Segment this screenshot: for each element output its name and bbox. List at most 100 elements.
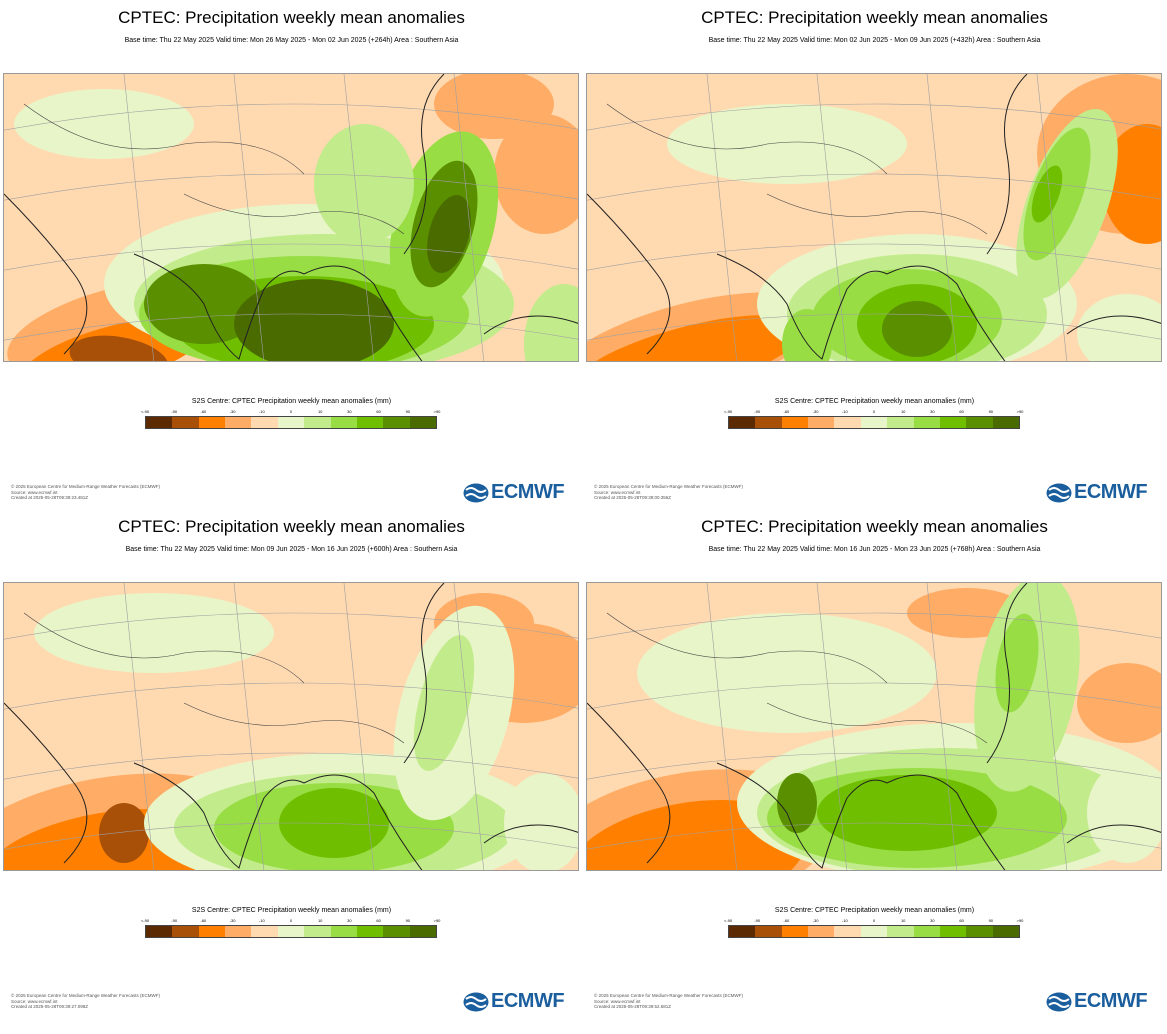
colorbar-swatch	[913, 417, 940, 428]
coastline	[303, 265, 423, 361]
copyright-footer: © 2025 European Centre for Medium-Range …	[11, 484, 160, 501]
panel-title: CPTEC: Precipitation weekly mean anomali…	[701, 8, 1048, 27]
colorbar-tick-label: 0	[289, 918, 293, 923]
country-border	[606, 612, 888, 684]
footer-line: Created at 2025-05-28T09:39:52.681Z	[594, 1004, 672, 1009]
colorbar-title: S2S Centre: CPTEC Precipitation weekly m…	[774, 398, 975, 405]
colorbar-tick-label: 60	[959, 409, 964, 414]
country-border	[183, 702, 405, 744]
colorbar-tick-label: -10	[258, 918, 265, 923]
colorbar-tick-label: 60	[959, 918, 964, 923]
anomaly-region	[34, 593, 274, 673]
anomaly-region	[234, 279, 394, 361]
colorbar-ticks: <-90 -90 -60 -30 -10 0 10 30 60 90 >90	[724, 918, 1023, 925]
colorbar-tick-label: 30	[347, 409, 352, 414]
country-border	[183, 193, 405, 235]
ecmwf-logo-icon	[463, 992, 489, 1011]
anomaly-region	[587, 315, 804, 361]
colorbar	[728, 925, 1020, 938]
colorbar-swatch	[225, 417, 252, 428]
ecmwf-logo-icon	[1046, 992, 1072, 1011]
footer-line: © 2025 European Centre for Medium-Range …	[11, 993, 161, 998]
colorbar-swatch	[198, 417, 226, 428]
country-border	[766, 702, 988, 744]
ecmwf-logo: ECMWF	[463, 481, 565, 503]
colorbar-swatch	[808, 926, 835, 937]
coastline	[133, 253, 305, 360]
colorbar-tick-label: -10	[258, 409, 265, 414]
colorbar-tick-label: 60	[376, 409, 381, 414]
anomaly-region	[494, 114, 578, 234]
colorbar-swatch	[992, 926, 1019, 937]
coastline	[716, 253, 888, 360]
colorbar-swatch	[225, 926, 252, 937]
country-border	[766, 193, 988, 235]
colorbar-swatch	[755, 417, 782, 428]
colorbar-swatch	[198, 926, 226, 937]
coastline	[1066, 315, 1161, 335]
graticule-line	[587, 612, 1161, 640]
graticule-line	[706, 583, 738, 870]
colorbar	[145, 416, 437, 429]
copyright-footer: © 2025 European Centre for Medium-Range …	[594, 484, 743, 501]
map-canvas	[587, 74, 1161, 361]
coastline	[4, 702, 88, 864]
colorbar-swatch	[277, 926, 305, 937]
anomaly-region	[637, 613, 937, 733]
footer-line: Source: www.ecmwf.int	[11, 998, 58, 1004]
colorbar-tick-label: <-90	[723, 409, 733, 414]
colorbar-tick-label: -90	[754, 409, 761, 414]
anomaly-map	[3, 73, 579, 362]
footer-line: Created at 2025-05-28T09:39:23.481Z	[11, 495, 89, 500]
graticule-line	[123, 74, 155, 361]
coastline	[587, 193, 671, 355]
panel-title: CPTEC: Precipitation weekly mean anomali…	[118, 517, 465, 536]
colorbar-swatch	[781, 417, 809, 428]
colorbar-tick-label: <-90	[140, 918, 150, 923]
forecast-panel: CPTEC: Precipitation weekly mean anomali…	[0, 509, 583, 1018]
colorbar-swatch	[834, 926, 861, 937]
graticule-line	[587, 752, 1161, 780]
panel-subtitle: Base time: Thu 22 May 2025 Valid time: M…	[708, 37, 1041, 44]
anomaly-map	[3, 582, 579, 871]
anomaly-region	[587, 799, 806, 870]
anomaly-region	[1031, 165, 1063, 223]
logo-text: ECMWF	[1074, 990, 1148, 1012]
graticule-line	[816, 583, 848, 870]
footer-line: Created at 2025-05-28T09:39:27.098Z	[11, 1004, 89, 1009]
colorbar-swatch	[913, 926, 940, 937]
coastline	[886, 265, 1006, 361]
anomaly-region	[504, 773, 578, 870]
colorbar-tick-label: 10	[317, 918, 323, 923]
footer-line: Source: www.ecmwf.int	[594, 489, 641, 495]
colorbar-tick-label: 90	[988, 918, 994, 923]
graticule-line	[343, 583, 375, 870]
colorbar-tick-label: -30	[229, 409, 236, 414]
graticule-line	[4, 682, 578, 710]
country-border	[23, 103, 305, 175]
graticule-line	[233, 74, 265, 361]
anomaly-region	[524, 284, 578, 361]
graticule-line	[233, 583, 265, 870]
colorbar-title: S2S Centre: CPTEC Precipitation weekly m…	[774, 907, 975, 914]
colorbar-tick-label: >90	[433, 409, 441, 414]
colorbar-swatch	[887, 926, 914, 937]
colorbar-swatch	[729, 926, 756, 937]
graticule-line	[587, 243, 1161, 271]
colorbar-swatch	[887, 417, 914, 428]
graticule-line	[453, 583, 485, 870]
coastline	[986, 74, 1028, 255]
copyright-footer: © 2025 European Centre for Medium-Range …	[594, 993, 743, 1010]
colorbar-tick-label: -90	[171, 918, 178, 923]
anomaly-region	[1077, 663, 1161, 743]
country-border	[606, 103, 888, 175]
colorbar-swatch	[277, 417, 305, 428]
colorbar-tick-label: -30	[812, 409, 819, 414]
anomaly-region	[427, 195, 471, 273]
anomaly-map	[586, 582, 1162, 871]
colorbar-tick-label: 30	[930, 409, 935, 414]
graticule-line	[587, 313, 1161, 341]
forecast-panel: CPTEC: Precipitation weekly mean anomali…	[0, 0, 583, 509]
colorbar-swatch	[383, 926, 410, 937]
graticule-line	[926, 74, 958, 361]
